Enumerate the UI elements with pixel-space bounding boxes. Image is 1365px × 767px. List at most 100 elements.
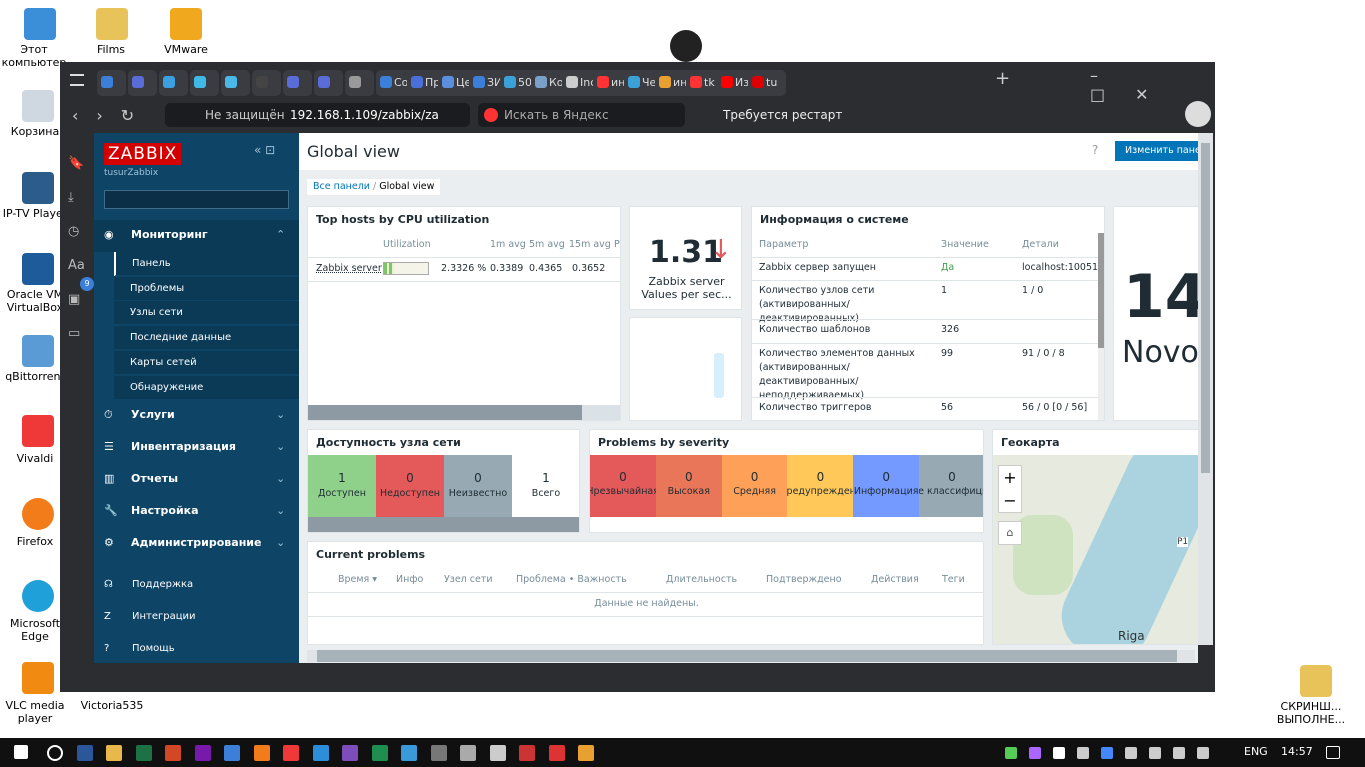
tray-icon[interactable] bbox=[1173, 747, 1185, 759]
new-tab[interactable]: + bbox=[995, 68, 1011, 89]
taskbar-app[interactable] bbox=[283, 745, 299, 761]
search-input[interactable] bbox=[104, 190, 289, 209]
icon[interactable] bbox=[22, 253, 54, 285]
icon[interactable] bbox=[22, 415, 54, 447]
icon-label[interactable]: Oracle VM VirtualBox bbox=[6, 288, 64, 314]
taskbar-app[interactable] bbox=[401, 745, 417, 761]
icon[interactable] bbox=[22, 498, 54, 530]
zoom-controls[interactable]: + − bbox=[998, 465, 1022, 513]
taskbar-app[interactable] bbox=[106, 745, 122, 761]
menu-label[interactable]: Администрирование bbox=[131, 536, 262, 550]
taskbar-app[interactable] bbox=[135, 745, 152, 761]
icon[interactable] bbox=[22, 172, 54, 204]
taskbar-app[interactable] bbox=[519, 745, 535, 761]
taskbar-app[interactable] bbox=[430, 745, 447, 761]
tray-icon[interactable] bbox=[1101, 747, 1113, 759]
icon-label[interactable]: IP-TV Player bbox=[2, 207, 68, 220]
menu-label[interactable]: Отчеты bbox=[131, 472, 179, 486]
footer-link[interactable]: ☊ Поддержка bbox=[104, 579, 193, 590]
menu-item[interactable]: 🔧 ⌄ Настройка bbox=[94, 504, 299, 517]
menu-item[interactable]: ▥ ⌄ Отчеты bbox=[94, 472, 299, 485]
h-scrollbar[interactable] bbox=[307, 650, 1195, 662]
taskbar-app[interactable] bbox=[47, 745, 63, 761]
icon-label[interactable]: qBittorrent bbox=[5, 370, 65, 383]
tab[interactable] bbox=[221, 70, 250, 96]
collapse[interactable]: « ⊡ bbox=[254, 143, 276, 157]
address-bar[interactable]: Не защищён 192.168.1.109/zabbix/za bbox=[165, 103, 470, 127]
menu-item[interactable]: ☰ ⌄ Инвентаризация bbox=[94, 440, 299, 453]
tab[interactable] bbox=[314, 70, 343, 96]
zoom-in[interactable]: + bbox=[1003, 468, 1017, 487]
taskbar-app[interactable] bbox=[548, 745, 565, 761]
home-button[interactable]: ⌂ bbox=[998, 521, 1022, 545]
tab[interactable]: tu bbox=[748, 70, 786, 96]
submenu-item[interactable]: Панель bbox=[114, 252, 299, 276]
taskbar-app[interactable] bbox=[371, 745, 388, 761]
taskbar-app[interactable] bbox=[253, 745, 270, 761]
taskbar-app[interactable] bbox=[224, 745, 240, 761]
menu-button[interactable] bbox=[70, 74, 84, 86]
taskbar-app[interactable] bbox=[342, 745, 358, 761]
clock[interactable]: 14:57 bbox=[1281, 745, 1313, 758]
tray-icon[interactable] bbox=[1053, 747, 1065, 759]
icon-label[interactable]: Этот компьютер bbox=[1, 43, 67, 69]
menu-label[interactable]: Инвентаризация bbox=[131, 440, 236, 454]
start-button[interactable] bbox=[14, 745, 28, 759]
icon-label[interactable]: Корзина bbox=[10, 125, 60, 138]
breadcrumb[interactable]: Все панели bbox=[313, 181, 370, 192]
tray-icon[interactable] bbox=[1077, 747, 1089, 759]
submenu-item[interactable]: Последние данные bbox=[114, 326, 299, 351]
submenu-item[interactable]: Карты сетей bbox=[114, 350, 299, 375]
tab[interactable] bbox=[97, 70, 126, 96]
tab[interactable] bbox=[252, 70, 281, 96]
tab[interactable] bbox=[159, 70, 188, 96]
tab[interactable] bbox=[190, 70, 219, 96]
submenu-item[interactable]: Обнаружение bbox=[114, 375, 299, 400]
icon[interactable] bbox=[22, 662, 54, 694]
taskbar-app[interactable] bbox=[76, 745, 93, 761]
footer-label[interactable]: Поддержка bbox=[132, 579, 194, 590]
taskbar-app[interactable] bbox=[165, 745, 181, 761]
tab[interactable] bbox=[345, 70, 374, 96]
window-controls[interactable]: –□✕ bbox=[1090, 66, 1179, 104]
map[interactable]: + − ⌂ Riga P1 bbox=[993, 455, 1198, 644]
search-box[interactable]: Искать в Яндекс bbox=[478, 103, 685, 127]
icon-label[interactable]: СКРИНШ... ВЫПОЛНЕ... bbox=[1276, 700, 1346, 726]
submenu-item[interactable]: Узлы сети bbox=[114, 301, 299, 326]
taskbar-app[interactable] bbox=[578, 745, 594, 761]
scrollbar[interactable] bbox=[308, 517, 579, 532]
language[interactable]: ENG bbox=[1244, 745, 1268, 758]
help[interactable]: ? bbox=[1092, 143, 1099, 157]
icon-label[interactable]: Films bbox=[96, 43, 126, 56]
host-link[interactable]: Zabbix server bbox=[316, 263, 382, 274]
notifications[interactable] bbox=[1326, 746, 1340, 759]
tab[interactable] bbox=[283, 70, 312, 96]
footer-link[interactable]: Z Интеграции bbox=[104, 611, 196, 622]
menu-item[interactable]: ◉ ⌃ Мониторинг bbox=[94, 228, 299, 241]
footer-label[interactable]: Помощь bbox=[132, 643, 175, 654]
icon[interactable] bbox=[22, 90, 54, 122]
menu-label[interactable]: Мониторинг bbox=[131, 228, 208, 241]
icon-label[interactable]: VLC media player bbox=[5, 699, 65, 725]
logo[interactable]: ZABBIX bbox=[104, 143, 182, 165]
zoom-out[interactable]: − bbox=[1003, 491, 1017, 510]
menu-item[interactable]: ⏱ ⌄ Услуги bbox=[94, 408, 299, 421]
icon[interactable] bbox=[670, 30, 702, 62]
restart-notice[interactable]: Требуется рестарт bbox=[723, 108, 843, 122]
scrollbar[interactable] bbox=[308, 405, 620, 420]
taskbar-app[interactable] bbox=[460, 745, 476, 761]
icon-label[interactable]: Microsoft Edge bbox=[9, 617, 61, 643]
icon-label[interactable]: Firefox bbox=[16, 535, 54, 548]
icon[interactable] bbox=[170, 8, 202, 40]
footer-label[interactable]: Интеграции bbox=[132, 611, 196, 622]
tray-icon[interactable] bbox=[1005, 747, 1017, 759]
tab[interactable] bbox=[128, 70, 157, 96]
taskbar-app[interactable] bbox=[194, 745, 211, 761]
v-scrollbar[interactable] bbox=[1198, 133, 1213, 645]
menu-label[interactable]: Настройка bbox=[131, 504, 199, 518]
icon-label[interactable]: Vivaldi bbox=[16, 452, 54, 465]
icon[interactable] bbox=[24, 8, 56, 40]
taskbar-app[interactable] bbox=[312, 745, 329, 761]
scrollbar[interactable] bbox=[1098, 233, 1104, 420]
submenu-item[interactable]: Проблемы bbox=[114, 276, 299, 301]
